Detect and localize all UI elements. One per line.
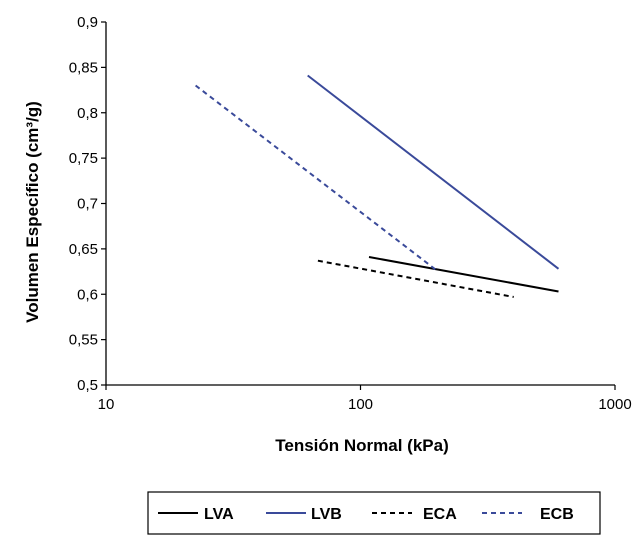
legend-label-eca: ECA [423, 506, 457, 523]
y-tick-label: 0,7 [77, 196, 98, 213]
legend-label-ecb: ECB [540, 506, 574, 523]
series-line-lvb [307, 74, 560, 270]
y-tick-label: 0,8 [77, 105, 98, 122]
legend-label-lvb: LVB [311, 506, 342, 523]
series-line-ecb [194, 84, 438, 272]
y-tick-label: 0,75 [69, 150, 98, 167]
y-axis-title: Volumen Específico (cm³/g) [23, 101, 42, 323]
axes: 0,5 0,55 0,6 0,65 0,7 0,75 0,8 0,85 0,9 10 100 1000 [69, 14, 632, 413]
y-tick-label: 0,65 [69, 241, 98, 258]
legend-label-lva: LVA [204, 506, 234, 523]
y-tick-label: 0,6 [77, 286, 98, 303]
series-line-eca [317, 259, 514, 298]
series-line-lva [368, 256, 559, 293]
y-tick-label: 0,5 [77, 377, 98, 394]
x-axis-title: Tensión Normal (kPa) [275, 436, 449, 455]
x-tick-label: 1000 [598, 396, 631, 413]
y-tick-label: 0,85 [69, 59, 98, 76]
x-tick-label: 100 [348, 396, 373, 413]
y-tick-label: 0,55 [69, 332, 98, 349]
legend: LVA LVB ECA ECB [147, 491, 601, 535]
y-tick-label: 0,9 [77, 14, 98, 31]
plot-lines [194, 74, 560, 298]
x-tick-label: 10 [98, 396, 115, 413]
